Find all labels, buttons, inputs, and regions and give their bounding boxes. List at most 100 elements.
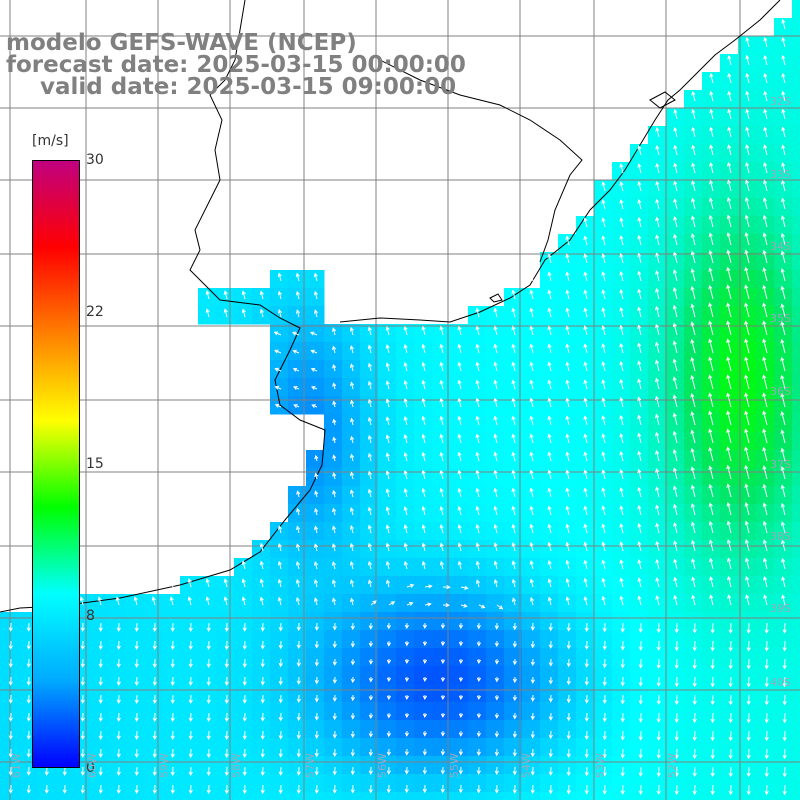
wind-arrow	[727, 54, 732, 66]
wind-arrow	[116, 748, 121, 758]
wind-arrow	[566, 640, 571, 650]
wind-arrow	[458, 658, 464, 665]
field-cell	[630, 666, 649, 685]
field-cell	[396, 414, 415, 433]
field-cell	[630, 468, 649, 487]
wind-arrow	[314, 454, 319, 462]
field-cell	[576, 450, 595, 469]
field-cell	[396, 702, 415, 721]
field-cell	[378, 612, 397, 631]
field-cell	[576, 306, 595, 325]
field-cell	[378, 342, 397, 361]
wind-arrow	[494, 784, 499, 794]
field-cell	[180, 594, 199, 613]
field-cell	[468, 558, 487, 577]
field-cell	[594, 684, 613, 703]
wind-arrow	[547, 379, 552, 390]
wind-arrow	[134, 640, 139, 651]
wind-arrow	[584, 694, 589, 704]
field-cell	[630, 360, 649, 379]
wind-arrow	[674, 658, 679, 670]
field-cell	[702, 468, 721, 487]
field-cell	[468, 342, 487, 361]
field-cell	[252, 720, 271, 739]
field-cell	[576, 468, 595, 487]
field-cell	[648, 306, 667, 325]
wind-arrow	[655, 234, 660, 246]
wind-arrow	[781, 162, 786, 174]
wind-arrow	[242, 676, 247, 686]
field-cell	[720, 522, 739, 541]
wind-arrow	[744, 356, 750, 372]
wind-arrow	[547, 596, 552, 606]
field-cell	[630, 540, 649, 559]
wind-arrow	[726, 446, 732, 462]
field-cell	[198, 666, 217, 685]
wind-arrow	[440, 766, 445, 775]
field-cell	[324, 432, 343, 451]
wind-arrow	[547, 271, 552, 282]
field-cell	[756, 450, 775, 469]
wind-arrow	[313, 309, 319, 318]
field-cell	[450, 702, 469, 721]
field-cell	[756, 720, 775, 739]
wind-arrow	[188, 622, 193, 633]
field-cell	[738, 792, 757, 800]
field-cell	[684, 702, 703, 721]
wind-arrow	[367, 362, 372, 372]
field-cell	[270, 396, 289, 415]
field-cell	[360, 468, 379, 487]
wind-arrow	[529, 469, 534, 480]
field-cell	[396, 432, 415, 451]
wind-arrow	[529, 271, 534, 282]
field-cell	[612, 540, 631, 559]
wind-arrow	[475, 325, 480, 336]
wind-arrow	[637, 595, 642, 606]
wind-arrow	[458, 748, 463, 756]
field-cell	[720, 666, 739, 685]
colorbar	[32, 160, 80, 768]
field-cell	[594, 270, 613, 289]
title-valid-date: valid date: 2025-03-15 09:00:00	[40, 74, 457, 100]
field-cell	[648, 198, 667, 217]
field-cell	[36, 774, 55, 793]
field-cell	[288, 342, 307, 361]
field-cell	[630, 792, 649, 800]
wind-arrow	[565, 271, 570, 282]
field-cell	[306, 522, 325, 541]
wind-arrow	[781, 54, 786, 66]
wind-arrow	[762, 446, 768, 462]
wind-arrow	[530, 622, 535, 631]
field-cell	[108, 630, 127, 649]
wind-arrow	[350, 597, 355, 606]
wind-arrow	[385, 579, 391, 588]
field-cell	[576, 252, 595, 271]
field-cell	[378, 576, 397, 595]
wind-arrow	[655, 287, 660, 300]
wind-arrow	[274, 349, 282, 354]
wind-arrow	[584, 622, 589, 633]
wind-arrow	[565, 487, 570, 498]
field-cell	[504, 594, 523, 613]
wind-arrow	[583, 217, 588, 228]
field-cell	[432, 342, 451, 361]
wind-arrow	[403, 361, 408, 372]
wind-arrow	[619, 432, 624, 444]
wind-arrow	[762, 197, 768, 210]
field-cell	[0, 702, 19, 721]
wind-arrow	[350, 730, 355, 739]
wind-arrow	[601, 181, 606, 192]
field-cell	[144, 630, 163, 649]
field-cell	[558, 594, 577, 613]
wind-arrow	[422, 694, 428, 701]
wind-arrow	[601, 415, 606, 426]
field-cell	[18, 684, 37, 703]
wind-arrow	[762, 356, 768, 372]
field-cell	[774, 666, 793, 685]
wind-arrow	[690, 466, 696, 480]
wind-arrow	[780, 521, 786, 534]
field-cell	[576, 684, 595, 703]
wind-arrow	[744, 464, 750, 480]
wind-arrow	[637, 541, 642, 552]
field-cell	[684, 576, 703, 595]
